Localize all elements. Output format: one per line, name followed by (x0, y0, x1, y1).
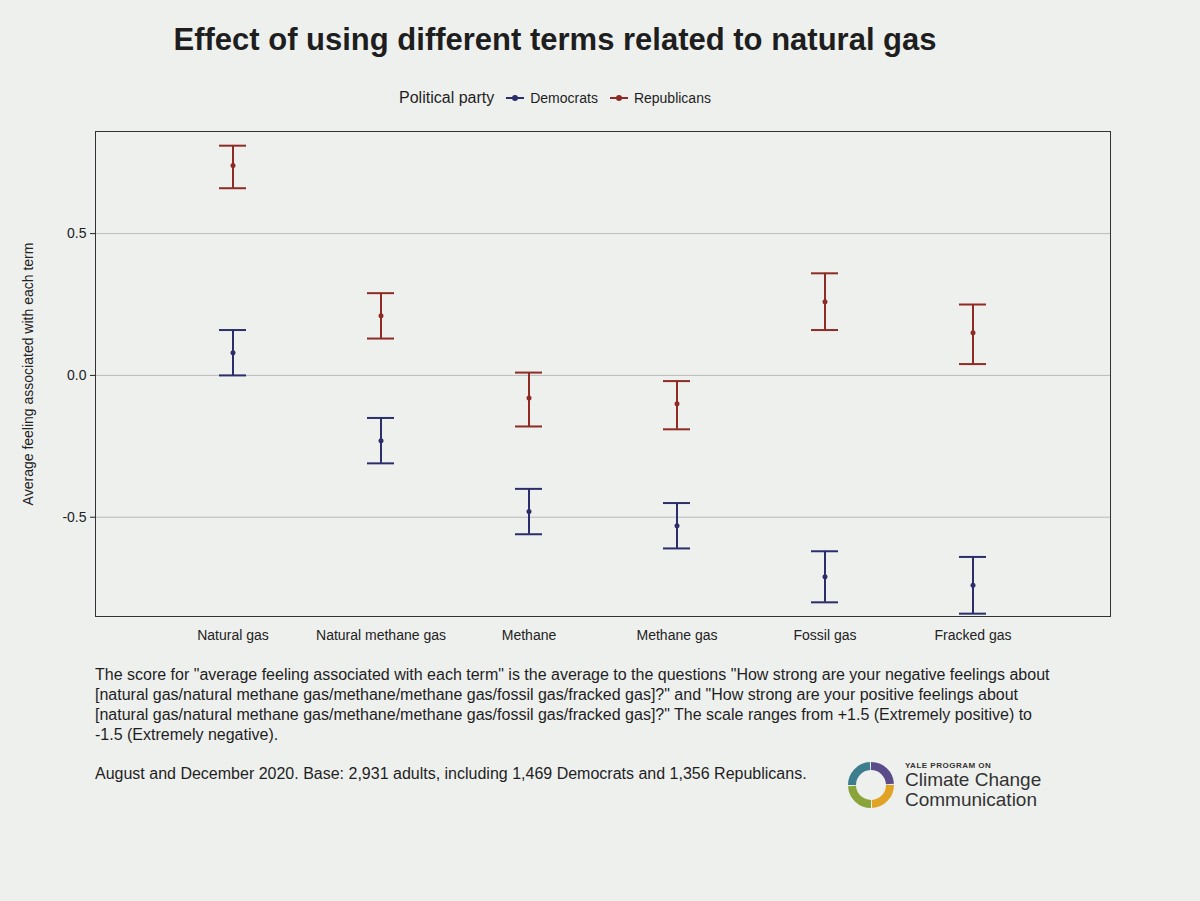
html-text:August and December 2020. Base: August and December 2020. Base: 2,931 ad… (95, 765, 807, 782)
svg-text:Natural gas: Natural gas (197, 627, 269, 643)
html-text:Effect of using different term: Effect of using different terms related … (173, 22, 937, 57)
svg-text:Fossil gas: Fossil gas (793, 627, 856, 643)
svg-text:Average feeling associated wit: Average feeling associated with each ter… (20, 243, 36, 506)
html-text:Republicans: Republicans (633, 90, 711, 106)
html-text:Climate Change: Climate Change (905, 768, 1042, 790)
html-text:Communication: Communication (905, 788, 1037, 810)
html-text:Political party: Political party (399, 89, 495, 106)
svg-text:Methane: Methane (502, 627, 557, 643)
html-text:Democrats: Democrats (530, 90, 598, 106)
svg-text:Fracked gas: Fracked gas (934, 627, 1011, 643)
svg-text:Natural methane gas: Natural methane gas (316, 627, 446, 643)
svg-text:Methane gas: Methane gas (637, 627, 718, 643)
html-text:YALE PROGRAM ON: YALE PROGRAM ON (905, 760, 992, 770)
svg-text:0.5: 0.5 (67, 225, 87, 241)
html-text:The score for "average feeling: The score for "average feeling associate… (95, 666, 1050, 743)
svg-text:0.0: 0.0 (67, 367, 87, 383)
svg-text:-0.5: -0.5 (62, 509, 86, 525)
